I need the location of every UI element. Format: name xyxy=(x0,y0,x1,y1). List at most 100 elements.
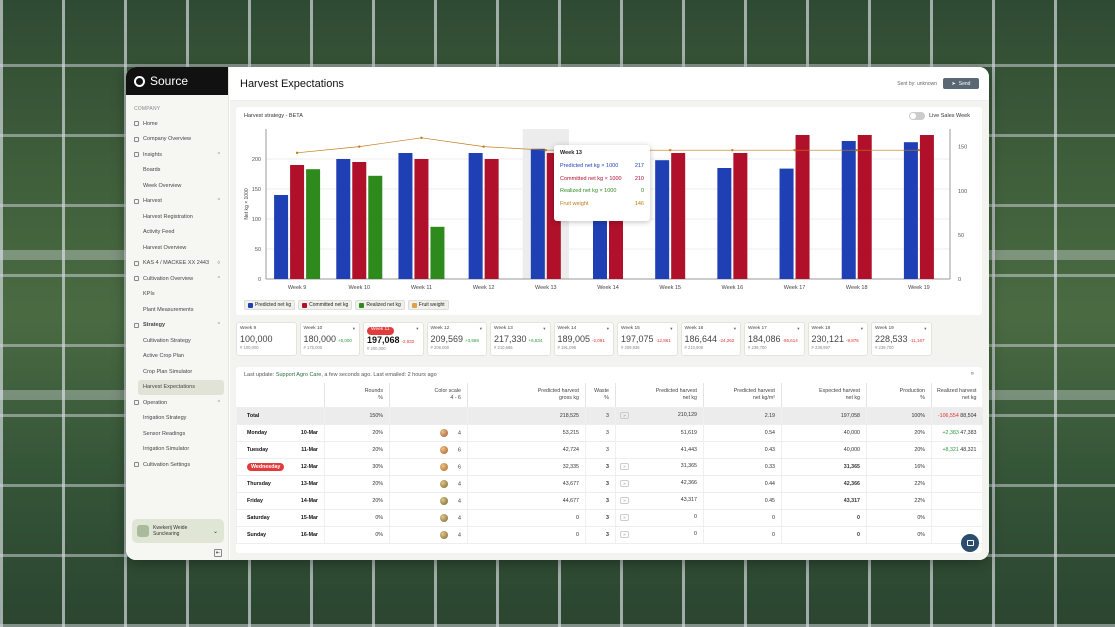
forward-icon[interactable]: » xyxy=(620,412,629,419)
table-row[interactable]: Friday 14-Mar 20% 4 44,677 3» 43,317 0.45 43,317… xyxy=(236,492,983,510)
table-row[interactable]: Saturday 15-Mar 0% 4 0 3» 0 0 0 0% xyxy=(236,509,983,527)
table-row[interactable]: Sunday 16-Mar 0% 4 0 3» 0 0 0 0% xyxy=(236,526,983,544)
bar[interactable] xyxy=(530,148,545,279)
greenhouse-selector[interactable]: Kwekerij Weide Sunclearing ⌄ xyxy=(132,519,224,543)
sidebar-item[interactable]: Cultivation Strategy xyxy=(126,333,228,349)
bar[interactable] xyxy=(414,159,429,279)
chat-button[interactable] xyxy=(961,534,979,552)
sidebar-item[interactable]: Week Overview xyxy=(126,178,228,194)
table-row[interactable]: Monday 10-Mar 20% 4 53,215 3 51,619 0.54 40,000 2… xyxy=(236,424,983,442)
sidebar-item[interactable]: Activity Feed xyxy=(126,225,228,241)
fruit-weight-point[interactable] xyxy=(420,136,423,140)
bar[interactable] xyxy=(368,175,383,279)
toggle-switch[interactable] xyxy=(909,112,926,120)
bar[interactable] xyxy=(671,153,686,279)
sidebar-item[interactable]: Operation ^ xyxy=(126,395,228,411)
week-card[interactable]: Week 18 ▾ 230,121 -9,876 # 239,997 xyxy=(807,322,868,356)
week-card[interactable]: Week 9 100,000 # 100,000 xyxy=(236,322,297,356)
week-arrow-icon[interactable]: ▾ xyxy=(797,326,800,331)
legend-item[interactable]: Committed net kg xyxy=(298,300,353,310)
bar[interactable] xyxy=(919,135,934,279)
bar[interactable] xyxy=(795,135,810,279)
color-scale-cell[interactable]: 4 xyxy=(389,475,468,493)
week-arrow-icon[interactable]: ▾ xyxy=(352,326,355,331)
sidebar-item[interactable]: Irrigation Simulator xyxy=(126,442,228,458)
week-arrow-icon[interactable]: ▾ xyxy=(479,326,482,331)
color-scale-cell[interactable]: 6 xyxy=(389,458,468,476)
week-arrow-icon[interactable]: ▾ xyxy=(860,326,863,331)
color-scale-cell[interactable]: 4 xyxy=(389,509,468,527)
bar[interactable] xyxy=(655,160,670,279)
logo[interactable]: Source xyxy=(126,67,228,95)
week-arrow-icon[interactable]: ▾ xyxy=(416,326,419,331)
fruit-weight-point[interactable] xyxy=(793,148,796,152)
bar[interactable] xyxy=(903,142,918,279)
sidebar-item[interactable]: Company Overview xyxy=(126,132,228,148)
forward-icon[interactable]: » xyxy=(620,463,629,470)
bar[interactable] xyxy=(274,195,289,279)
sidebar-item[interactable]: Home xyxy=(126,116,228,132)
bar[interactable] xyxy=(290,165,305,279)
week-card[interactable]: Week 10 ▾ 180,000 +5,000 # 175,000 xyxy=(299,322,360,356)
sidebar-item[interactable]: Irrigation Strategy xyxy=(126,411,228,427)
week-arrow-icon[interactable]: ▾ xyxy=(733,326,736,331)
color-scale-cell[interactable]: 4 xyxy=(389,526,468,544)
fruit-weight-point[interactable] xyxy=(295,151,299,155)
color-scale-cell[interactable]: 4 xyxy=(389,424,468,442)
table-row[interactable]: Thursday 13-Mar 20% 4 43,677 3» 42,366 0.44 42,3… xyxy=(236,475,983,493)
week-arrow-icon[interactable]: ▾ xyxy=(670,326,673,331)
sidebar-item[interactable]: Insights ^ xyxy=(126,147,228,163)
week-card[interactable]: Week 17 ▾ 184,086 -55,614 # 239,700 xyxy=(744,322,805,356)
fruit-weight-point[interactable] xyxy=(482,145,485,148)
expand-icon[interactable]: » xyxy=(970,371,974,377)
sidebar-item[interactable]: Harvest Registration xyxy=(126,209,228,225)
week-card[interactable]: Week 16 ▾ 186,644 -24,262 # 210,906 xyxy=(680,322,741,356)
sidebar-item[interactable]: Strategy ^ xyxy=(126,318,228,334)
week-arrow-icon[interactable]: ▾ xyxy=(606,326,609,331)
forward-icon[interactable]: » xyxy=(620,497,629,504)
bar[interactable] xyxy=(352,162,367,279)
week-arrow-icon[interactable]: ▾ xyxy=(543,326,546,331)
bar[interactable] xyxy=(717,168,732,279)
collapse-sidebar-icon[interactable]: ⇤ xyxy=(214,549,222,557)
forward-icon[interactable]: » xyxy=(620,480,629,487)
sidebar-item[interactable]: Boards xyxy=(126,163,228,179)
sidebar-item[interactable]: KPIs xyxy=(126,287,228,303)
fruit-weight-point[interactable] xyxy=(668,148,672,152)
send-button[interactable]: ➤ Send xyxy=(943,78,979,89)
bar[interactable] xyxy=(841,141,856,279)
fruit-weight-point[interactable] xyxy=(544,148,548,152)
week-card[interactable]: Week 13 ▾ 217,330 +6,634 # 210,696 xyxy=(490,322,551,356)
bar[interactable] xyxy=(779,168,794,279)
legend-item[interactable]: Realized net kg xyxy=(355,300,405,310)
fruit-weight-point[interactable] xyxy=(917,148,921,152)
forward-icon[interactable]: » xyxy=(620,514,629,521)
week-card[interactable]: Week 19 ▾ 228,533 -11,167 # 239,700 xyxy=(871,322,932,356)
sidebar-item[interactable]: Active Crop Plan xyxy=(126,349,228,365)
sidebar-item[interactable]: Crop Plan Simulator xyxy=(126,364,228,380)
sidebar-item[interactable]: Harvest Expectations xyxy=(138,379,224,395)
fruit-weight-point[interactable] xyxy=(855,148,858,152)
sidebar-item[interactable]: KAS 4 / MACKEE XX 2443 ◊ xyxy=(126,256,228,272)
table-row[interactable]: Tuesday 11-Mar 20% 6 42,724 3 41,443 0.43 40,000… xyxy=(236,441,983,459)
week-arrow-icon[interactable]: ▾ xyxy=(924,326,927,331)
sidebar-item[interactable]: Cultivation Settings xyxy=(126,457,228,473)
week-card[interactable]: Week 12 ▾ 209,569 +3,569 # 206,000 xyxy=(426,322,487,356)
bar[interactable] xyxy=(398,153,413,279)
table-row[interactable]: Wednesday 12-Mar 30% 6 32,335 3» 31,365 0.33 31,… xyxy=(236,458,983,476)
live-sales-week-toggle[interactable]: Live Sales Week xyxy=(909,112,970,120)
week-card[interactable]: Week 14 ▾ 189,005 -2,091 # 191,096 xyxy=(553,322,614,356)
week-card[interactable]: Week 15 ▾ 197,075 -12,861 # 209,936 xyxy=(617,322,678,356)
fruit-weight-point[interactable] xyxy=(358,145,361,148)
forward-icon[interactable]: » xyxy=(620,531,629,538)
bar[interactable] xyxy=(484,159,499,279)
bar[interactable] xyxy=(857,135,872,279)
bar[interactable] xyxy=(733,153,748,279)
bar[interactable] xyxy=(468,153,483,279)
legend-item[interactable]: Fruit weight xyxy=(407,300,449,310)
color-scale-cell[interactable]: 4 xyxy=(389,492,468,510)
bar[interactable] xyxy=(306,169,321,279)
sidebar-item[interactable]: Sensor Readings xyxy=(126,426,228,442)
sidebar-item[interactable]: Cultivation Overview ^ xyxy=(126,271,228,287)
sidebar-item[interactable]: Harvest ^ xyxy=(126,194,228,210)
